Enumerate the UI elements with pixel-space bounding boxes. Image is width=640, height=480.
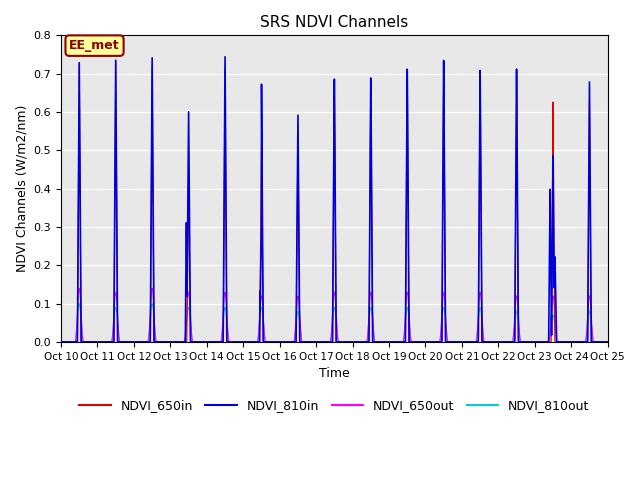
NDVI_810in: [427, 339, 435, 345]
NDVI_810in: [604, 339, 611, 345]
NDVI_810in: [488, 339, 496, 345]
NDVI_810in: [156, 339, 163, 345]
NDVI_810in: [221, 54, 229, 60]
NDVI_810out: [314, 339, 322, 345]
NDVI_810in: [457, 339, 465, 345]
NDVI_810in: [314, 339, 322, 345]
NDVI_650out: [314, 339, 322, 345]
Line: NDVI_650out: NDVI_650out: [61, 288, 608, 342]
Y-axis label: NDVI Channels (W/m2/nm): NDVI Channels (W/m2/nm): [15, 105, 28, 272]
NDVI_650in: [57, 339, 65, 345]
Line: NDVI_810out: NDVI_810out: [61, 303, 608, 342]
NDVI_650in: [112, 58, 120, 63]
NDVI_650out: [57, 339, 65, 345]
NDVI_810in: [57, 339, 65, 345]
NDVI_650out: [604, 339, 612, 345]
NDVI_810out: [604, 339, 611, 345]
Text: EE_met: EE_met: [69, 39, 120, 52]
NDVI_810out: [156, 339, 163, 345]
Line: NDVI_650in: NDVI_650in: [61, 60, 608, 342]
NDVI_650out: [604, 339, 611, 345]
NDVI_650out: [156, 339, 163, 345]
Line: NDVI_810in: NDVI_810in: [61, 57, 608, 342]
NDVI_810out: [457, 339, 465, 345]
NDVI_810out: [76, 300, 83, 306]
X-axis label: Time: Time: [319, 367, 349, 380]
NDVI_650in: [457, 339, 465, 345]
NDVI_810out: [604, 339, 612, 345]
NDVI_650out: [457, 339, 465, 345]
NDVI_650in: [156, 339, 163, 345]
NDVI_650in: [314, 339, 322, 345]
NDVI_810in: [604, 339, 612, 345]
Legend: NDVI_650in, NDVI_810in, NDVI_650out, NDVI_810out: NDVI_650in, NDVI_810in, NDVI_650out, NDV…: [74, 394, 595, 417]
NDVI_650out: [488, 339, 496, 345]
Title: SRS NDVI Channels: SRS NDVI Channels: [260, 15, 408, 30]
NDVI_650in: [488, 339, 496, 345]
NDVI_650out: [427, 339, 435, 345]
NDVI_810out: [57, 339, 65, 345]
NDVI_650out: [76, 286, 83, 291]
NDVI_650in: [604, 339, 612, 345]
NDVI_810out: [488, 339, 496, 345]
NDVI_810out: [427, 339, 435, 345]
NDVI_650in: [427, 339, 435, 345]
NDVI_650in: [604, 339, 611, 345]
